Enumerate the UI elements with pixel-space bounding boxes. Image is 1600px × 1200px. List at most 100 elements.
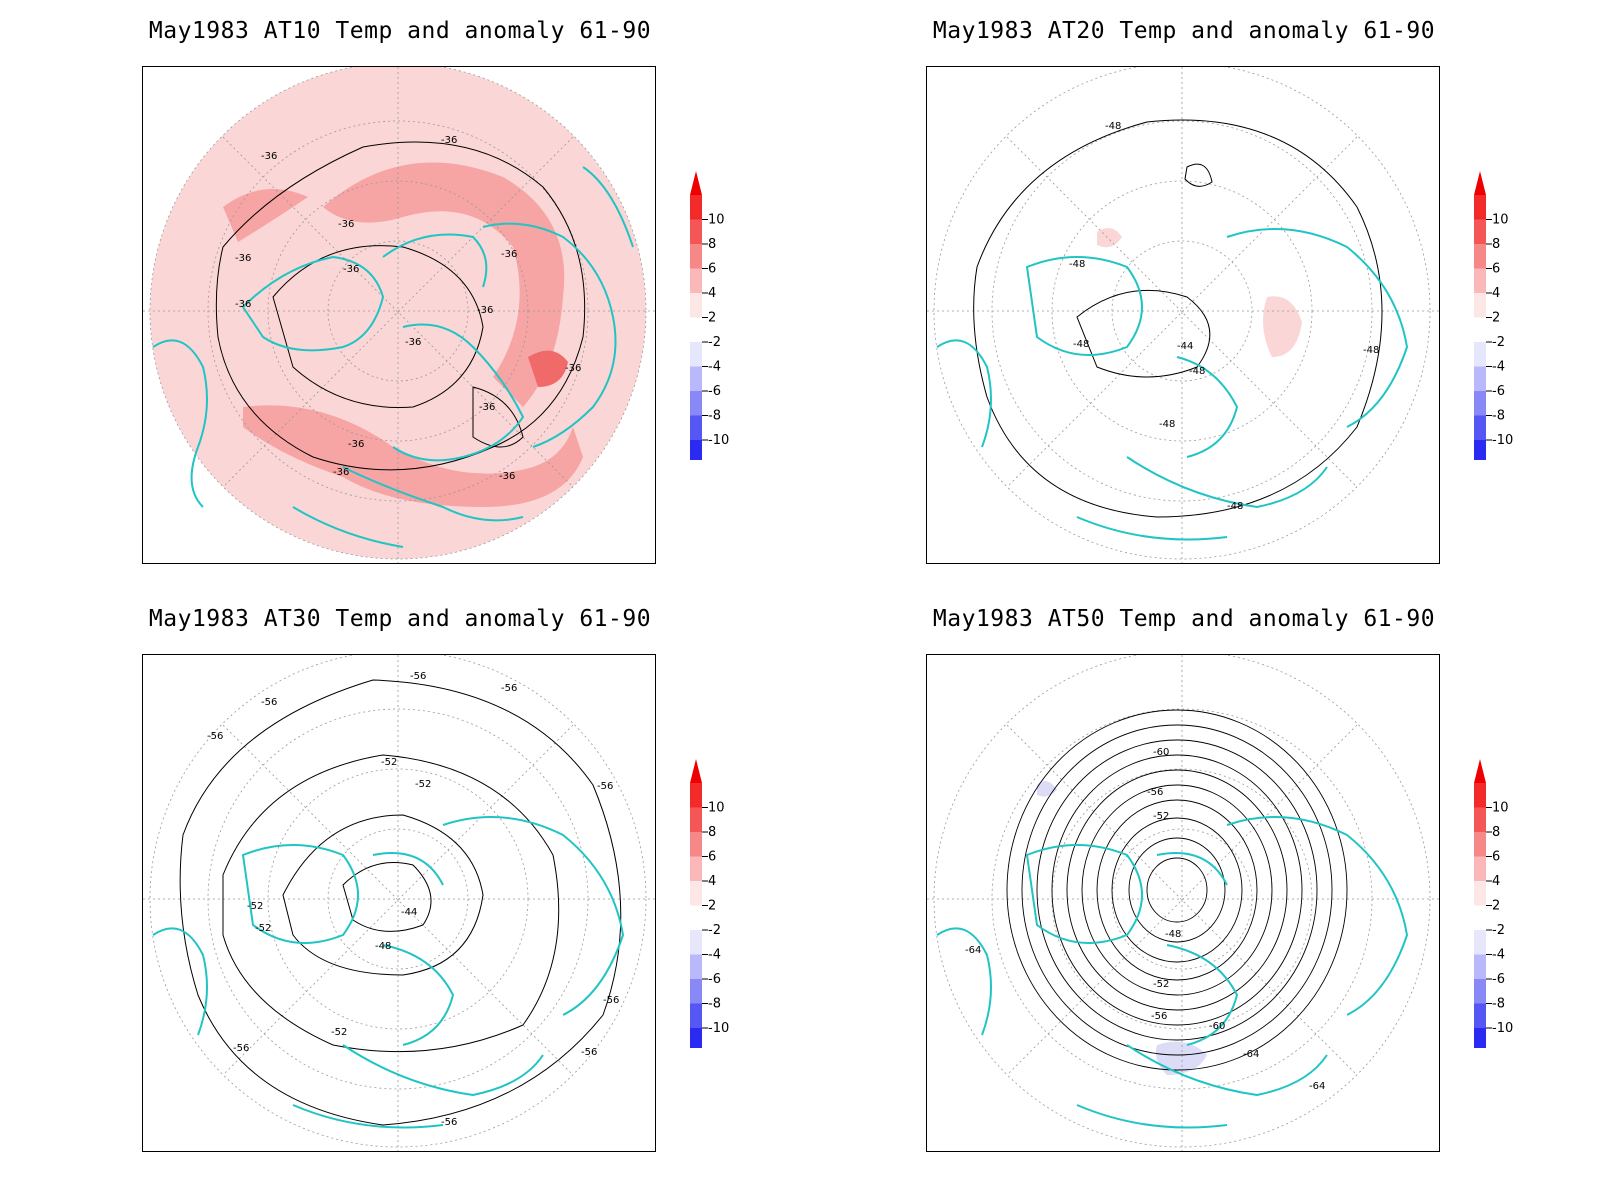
colorbar-label: 2	[1492, 899, 1500, 914]
contour-label: -36	[479, 402, 495, 413]
colorbar-segment	[1474, 415, 1486, 440]
colorbar-label: -10	[708, 433, 729, 448]
contour-label: -36	[333, 467, 349, 478]
contour-label: -56	[501, 683, 517, 694]
colorbar-segment	[1474, 783, 1486, 808]
anomaly-fill	[223, 189, 308, 242]
colorbar-segment	[690, 244, 702, 269]
polar-map: -36 -36 -36 -36 -36 -36 -36 -36 -36 -36 …	[143, 67, 655, 563]
colorbar-segment	[1474, 268, 1486, 293]
colorbar: 10 8 6 4 2 -2 -4 -6 -8 -10	[688, 758, 748, 1048]
contour-label: -56	[1151, 1011, 1167, 1022]
contour-label: -56	[261, 697, 277, 708]
lat-lon-grid	[143, 655, 655, 1151]
contour-label: -48	[1069, 259, 1085, 270]
colorbar-segment	[1474, 881, 1486, 906]
contour-label: -44	[1177, 341, 1193, 352]
lat-lon-grid	[927, 655, 1439, 1151]
temperature-contours	[179, 679, 622, 1126]
contour-label: -56	[441, 1117, 457, 1128]
colorbar-segment	[690, 195, 702, 220]
colorbar-label: 6	[1492, 850, 1500, 865]
colorbar-segment	[690, 366, 702, 391]
contour-label: -48	[1105, 121, 1121, 132]
contour-label: -48	[1159, 419, 1175, 430]
contour-label: -60	[1153, 747, 1169, 758]
contour-label: -36	[499, 471, 515, 482]
colorbar-arrow-top	[690, 171, 702, 195]
anomaly-fill	[1263, 296, 1302, 357]
map-plot: -36 -36 -36 -36 -36 -36 -36 -36 -36 -36 …	[142, 66, 656, 564]
colorbar: 10 8 6 4 2 -2 -4 -6 -8 -10	[1472, 758, 1532, 1048]
panel-at20: May1983 AT20 Temp and anomaly 61-90	[924, 14, 1444, 574]
contour-label: -48	[1165, 929, 1181, 940]
contour-label: -36	[235, 253, 251, 264]
colorbar-segment	[690, 317, 702, 342]
colorbar-label: -8	[708, 997, 721, 1012]
contour-label: -52	[1153, 979, 1169, 990]
contour-label: -64	[1309, 1081, 1325, 1092]
contour-label: -36	[501, 249, 517, 260]
contour-label: -48	[1189, 366, 1205, 377]
contour-label: -44	[401, 907, 417, 918]
colorbar-arrow-top	[1474, 759, 1486, 783]
colorbar-segment	[690, 415, 702, 440]
colorbar-segment	[1474, 244, 1486, 269]
contour-label: -56	[410, 671, 426, 682]
lat-lon-grid	[927, 67, 1439, 563]
polar-map: -48 -48 -48 -44 -48 -48 -48 -48	[927, 67, 1439, 563]
colorbar-segment	[690, 268, 702, 293]
colorbar-label: -4	[1492, 360, 1505, 375]
contour-label: -52	[331, 1027, 347, 1038]
contour-labels: -60 -56 -52 -48 -52 -56 -60 -64 -64 -64	[965, 747, 1325, 1092]
colorbar-label: 8	[708, 825, 716, 840]
contour-label: -52	[255, 923, 271, 934]
colorbar-label: -2	[708, 335, 721, 350]
colorbar-label: 8	[1492, 825, 1500, 840]
panel-title: May1983 AT50 Temp and anomaly 61-90	[932, 606, 1436, 632]
colorbar-label: 6	[708, 262, 716, 277]
colorbar-segment	[1474, 954, 1486, 979]
contour-label: -48	[1227, 501, 1243, 512]
contour-label: -64	[1243, 1049, 1259, 1060]
contour-label: -60	[1209, 1021, 1225, 1032]
temperature-contours	[973, 119, 1383, 518]
colorbar-segment	[690, 905, 702, 930]
colorbar-label: -2	[708, 923, 721, 938]
coastlines	[936, 228, 1409, 541]
colorbar-svg: 10 8 6 4 2 -2 -4 -6 -8 -10	[1474, 171, 1513, 460]
colorbar-label: 8	[1492, 237, 1500, 252]
colorbar-label: -2	[1492, 923, 1505, 938]
colorbar-label: -10	[1492, 1021, 1513, 1036]
colorbar-segment	[1474, 366, 1486, 391]
contour-label: -52	[415, 779, 431, 790]
contour-label: -48	[375, 941, 391, 952]
panel-title: May1983 AT20 Temp and anomaly 61-90	[932, 18, 1436, 44]
colorbar-segment	[690, 930, 702, 955]
colorbar-label: -6	[708, 972, 721, 987]
colorbar-label: 10	[1492, 213, 1509, 228]
colorbar-segment	[1474, 440, 1486, 460]
temperature-contours	[1006, 709, 1348, 1071]
contour-label: -36	[348, 439, 364, 450]
colorbar-label: 4	[1492, 286, 1500, 301]
colorbar-segment	[1474, 832, 1486, 857]
contour-label: -56	[597, 781, 613, 792]
colorbar-label: 6	[708, 850, 716, 865]
colorbar-label: 4	[708, 286, 716, 301]
colorbar-label: 6	[1492, 262, 1500, 277]
contour-label: -36	[338, 219, 354, 230]
colorbar-label: -10	[1492, 433, 1513, 448]
colorbar-segment	[1474, 342, 1486, 367]
colorbar-segment	[1474, 317, 1486, 342]
contour-label: -36	[477, 305, 493, 316]
temperature-contours	[215, 141, 586, 471]
colorbar-segment	[690, 832, 702, 857]
colorbar-label: -2	[1492, 335, 1505, 350]
colorbar-label: 8	[708, 237, 716, 252]
colorbar-segment	[690, 440, 702, 460]
panel-title: May1983 AT10 Temp and anomaly 61-90	[148, 18, 652, 44]
colorbar-segment	[690, 219, 702, 244]
colorbar-segment	[1474, 293, 1486, 318]
coastlines	[152, 816, 625, 1129]
